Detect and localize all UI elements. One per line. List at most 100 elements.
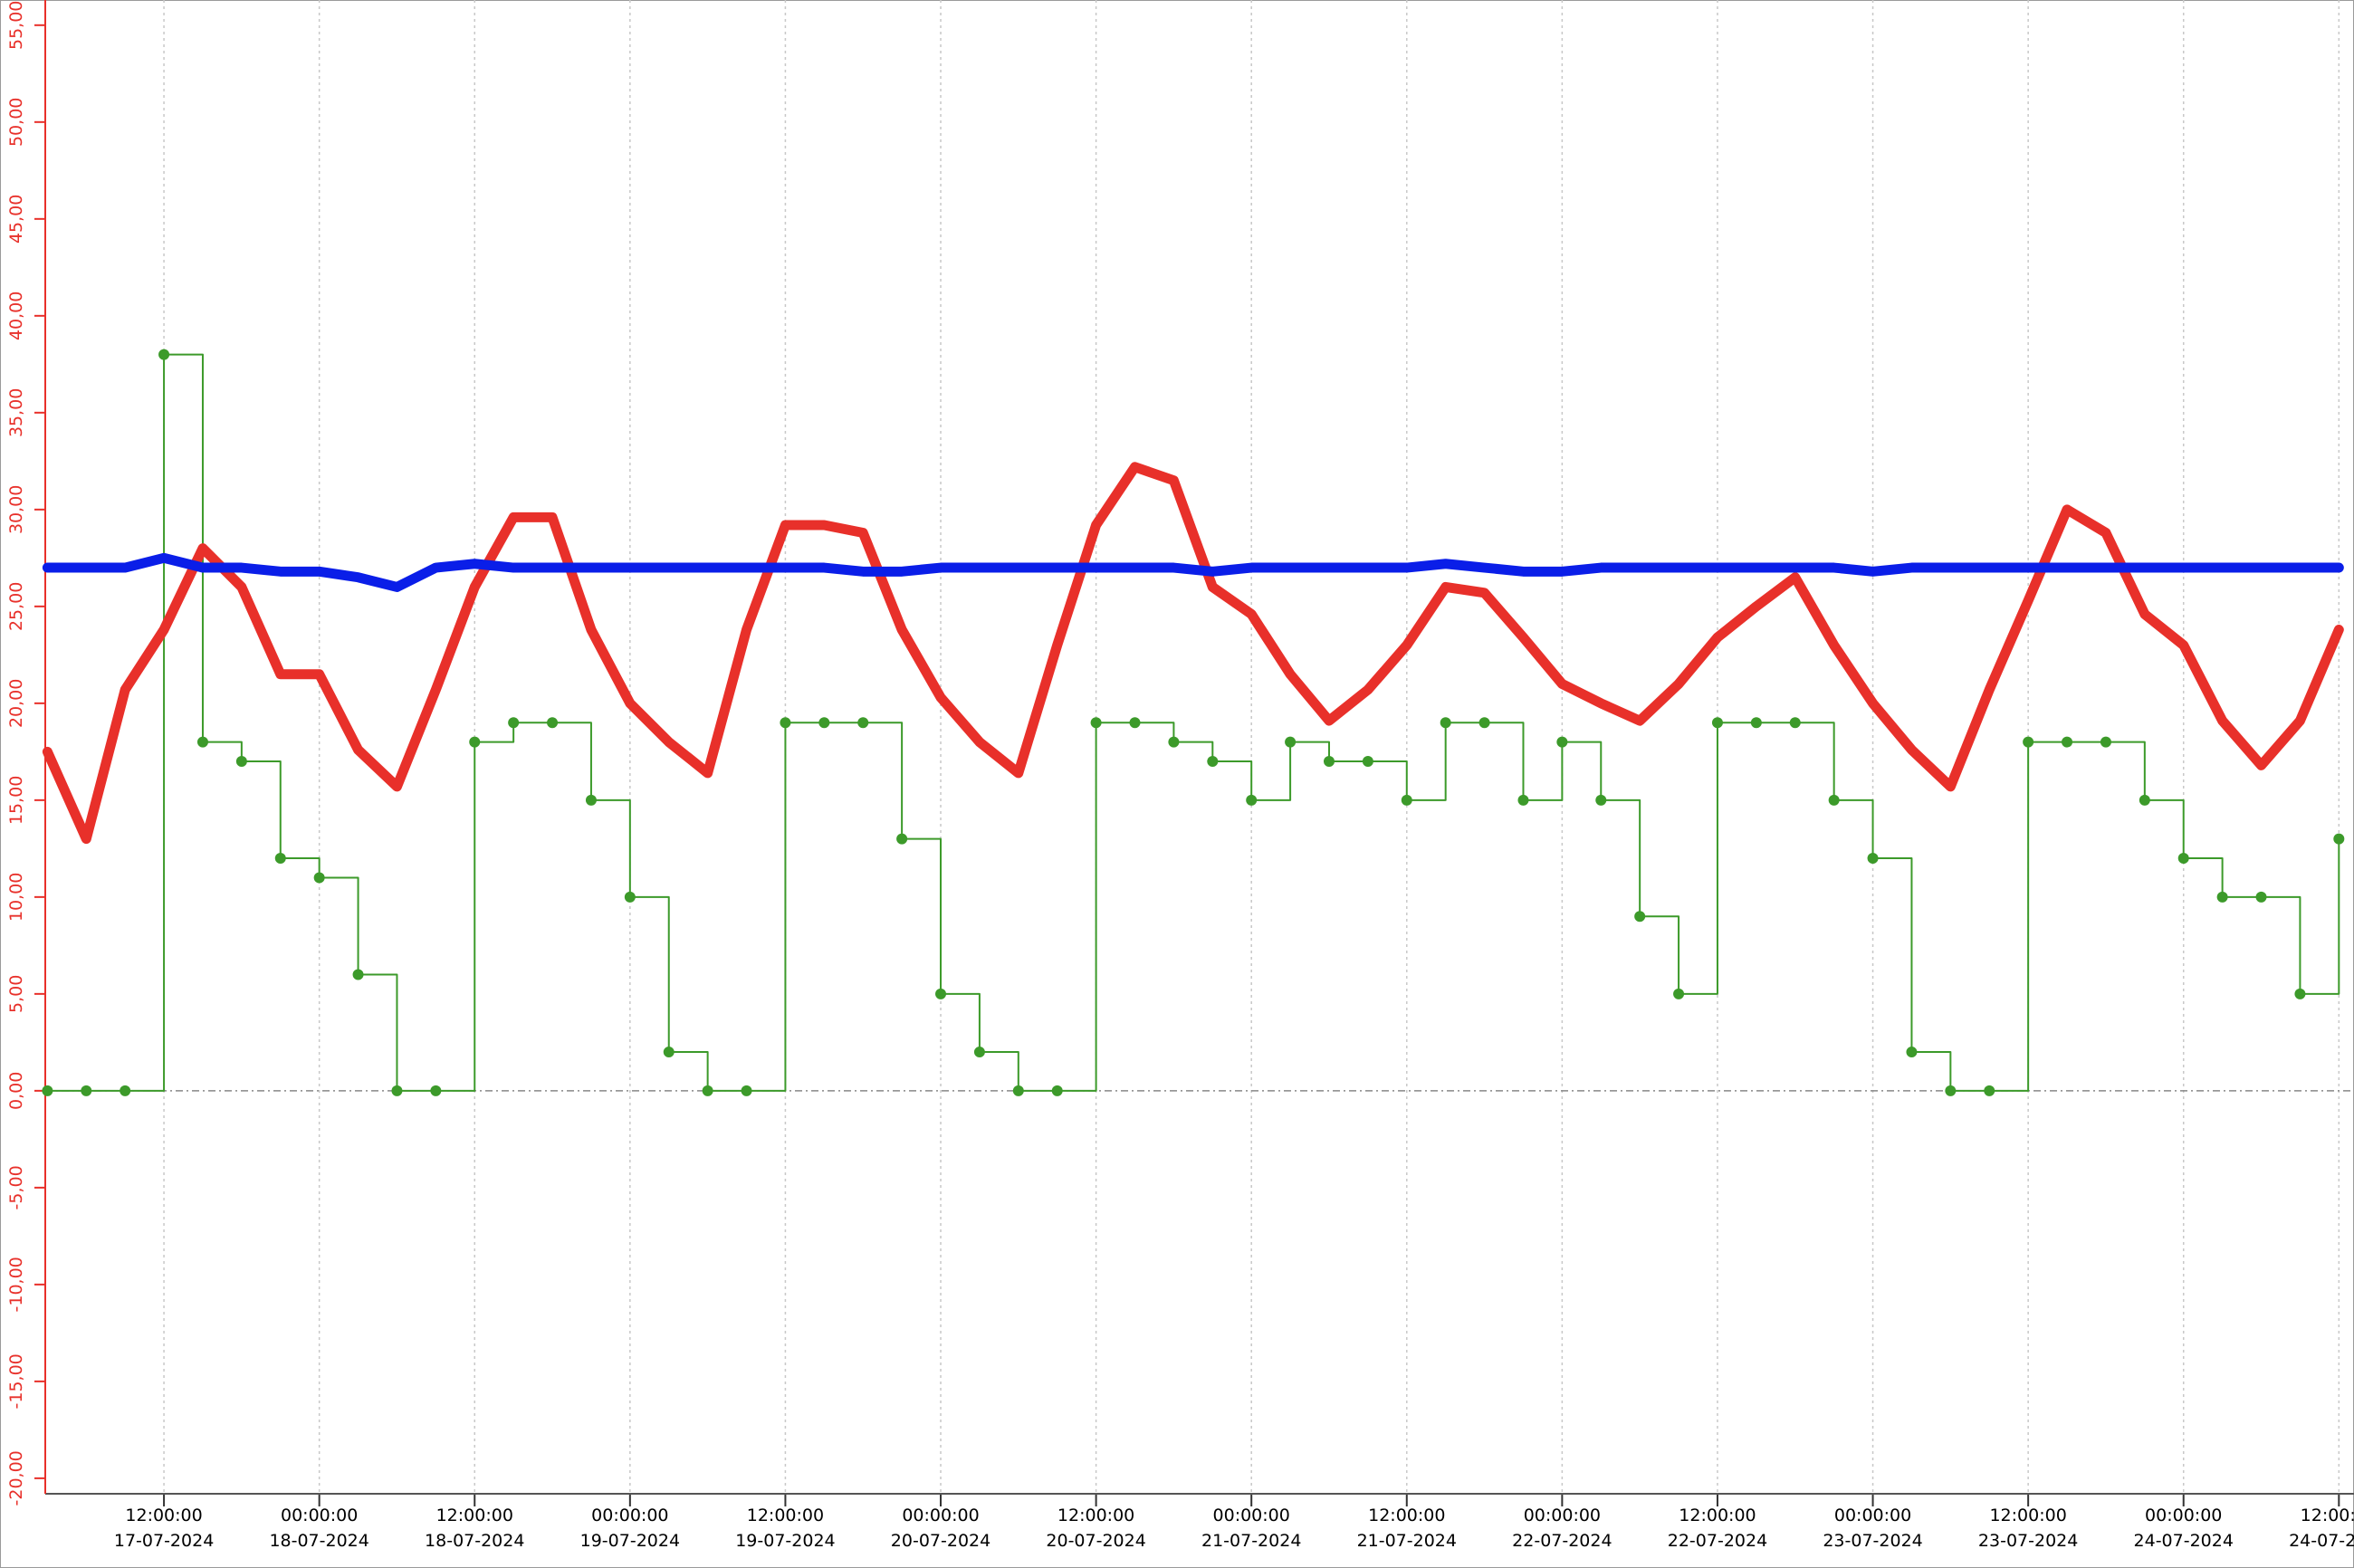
y-tick-label: 40,00 xyxy=(6,292,26,340)
x-tick-date: 20-07-2024 xyxy=(891,1531,990,1551)
series-point xyxy=(42,1085,53,1096)
series-point xyxy=(352,969,364,980)
y-tick-label: 50,00 xyxy=(6,98,26,147)
series-point xyxy=(2023,736,2034,748)
x-tick-date: 24-07-2024 xyxy=(2289,1531,2354,1551)
series-point xyxy=(857,717,869,729)
x-tick-time: 00:00:00 xyxy=(1213,1506,1290,1525)
y-tick-label: 15,00 xyxy=(6,776,26,825)
x-tick-time: 00:00:00 xyxy=(2145,1506,2222,1525)
x-tick-date: 20-07-2024 xyxy=(1046,1531,1145,1551)
series-point xyxy=(430,1085,442,1096)
y-tick-label: 35,00 xyxy=(6,388,26,437)
series-point xyxy=(1906,1047,1918,1058)
y-tick-label: -15,00 xyxy=(6,1353,26,1409)
series-point xyxy=(896,833,908,845)
x-tick-date: 23-07-2024 xyxy=(1978,1531,2078,1551)
series-point xyxy=(1207,756,1219,768)
x-tick-date: 24-07-2024 xyxy=(2134,1531,2234,1551)
x-tick-time: 12:00:00 xyxy=(1679,1506,1756,1525)
series-point xyxy=(196,736,208,748)
x-tick-time: 12:00:00 xyxy=(747,1506,824,1525)
series-point xyxy=(469,736,481,748)
series-point xyxy=(1867,853,1879,865)
series-point xyxy=(1556,736,1568,748)
series-point xyxy=(2100,736,2111,748)
series-point xyxy=(585,794,597,806)
y-tick-label: -5,00 xyxy=(6,1165,26,1209)
y-tick-label: 25,00 xyxy=(6,582,26,631)
series-point xyxy=(663,1047,675,1058)
x-tick-date: 19-07-2024 xyxy=(580,1531,680,1551)
series-point xyxy=(624,891,636,903)
series-point xyxy=(1634,911,1646,923)
x-tick-date: 17-07-2024 xyxy=(114,1531,214,1551)
y-tick-label: 55,00 xyxy=(6,1,26,50)
x-tick-time: 00:00:00 xyxy=(902,1506,979,1525)
y-tick-label: 10,00 xyxy=(6,873,26,922)
series-line xyxy=(42,462,2344,845)
series-point xyxy=(1984,1085,1995,1096)
series-point xyxy=(1168,736,1180,748)
y-tick-label: 0,00 xyxy=(6,1072,26,1110)
x-tick-time: 12:00:00 xyxy=(2301,1506,2354,1525)
y-tick-label: 5,00 xyxy=(6,975,26,1013)
series-line xyxy=(46,353,2340,1092)
series-point xyxy=(120,1085,131,1096)
x-tick-time: 12:00:00 xyxy=(125,1506,202,1525)
y-tick-label: 45,00 xyxy=(6,195,26,244)
x-tick-time: 00:00:00 xyxy=(1834,1506,1911,1525)
series-point xyxy=(1323,756,1335,768)
series-point xyxy=(1362,756,1373,768)
series-point xyxy=(547,717,559,729)
series-point xyxy=(1440,717,1451,729)
series-point xyxy=(1478,717,1490,729)
x-tick-date: 18-07-2024 xyxy=(269,1531,368,1551)
series-point xyxy=(1129,717,1141,729)
x-tick-time: 12:00:00 xyxy=(1989,1506,2066,1525)
series-point xyxy=(1401,794,1412,806)
series-point xyxy=(1285,736,1297,748)
y-tick-label: 20,00 xyxy=(6,679,26,728)
series-line xyxy=(42,552,2344,592)
series-point xyxy=(158,349,170,360)
series-point xyxy=(2177,853,2189,865)
series-point xyxy=(274,853,286,865)
series-point xyxy=(235,756,247,768)
series-point xyxy=(818,717,830,729)
x-tick-date: 21-07-2024 xyxy=(1357,1531,1457,1551)
series-point xyxy=(973,1047,985,1058)
series-point xyxy=(2139,794,2150,806)
x-tick-time: 00:00:00 xyxy=(1524,1506,1601,1525)
series-point xyxy=(1012,1085,1024,1096)
x-tick-date: 22-07-2024 xyxy=(1512,1531,1612,1551)
series-point xyxy=(391,1085,403,1096)
series-point xyxy=(702,1085,713,1096)
x-tick-date: 22-07-2024 xyxy=(1668,1531,1767,1551)
series-point xyxy=(1595,794,1607,806)
series-point xyxy=(741,1085,752,1096)
x-tick-date: 19-07-2024 xyxy=(735,1531,835,1551)
series-point xyxy=(935,988,947,999)
y-tick-label: -10,00 xyxy=(6,1257,26,1312)
series-point xyxy=(1945,1085,1957,1096)
series-point xyxy=(1051,1085,1063,1096)
series-point xyxy=(780,717,791,729)
x-tick-time: 12:00:00 xyxy=(1368,1506,1445,1525)
series-point xyxy=(1750,717,1762,729)
series-point xyxy=(2216,891,2228,903)
series-point xyxy=(2333,833,2345,845)
x-tick-time: 12:00:00 xyxy=(1057,1506,1134,1525)
series-point xyxy=(313,872,325,884)
x-tick-time: 12:00:00 xyxy=(436,1506,513,1525)
series-point xyxy=(81,1085,92,1096)
y-tick-label: 30,00 xyxy=(6,485,26,534)
x-tick-time: 00:00:00 xyxy=(591,1506,668,1525)
series-point xyxy=(1828,794,1840,806)
series-point xyxy=(2062,736,2073,748)
series-point xyxy=(508,717,520,729)
series-point xyxy=(1246,794,1258,806)
